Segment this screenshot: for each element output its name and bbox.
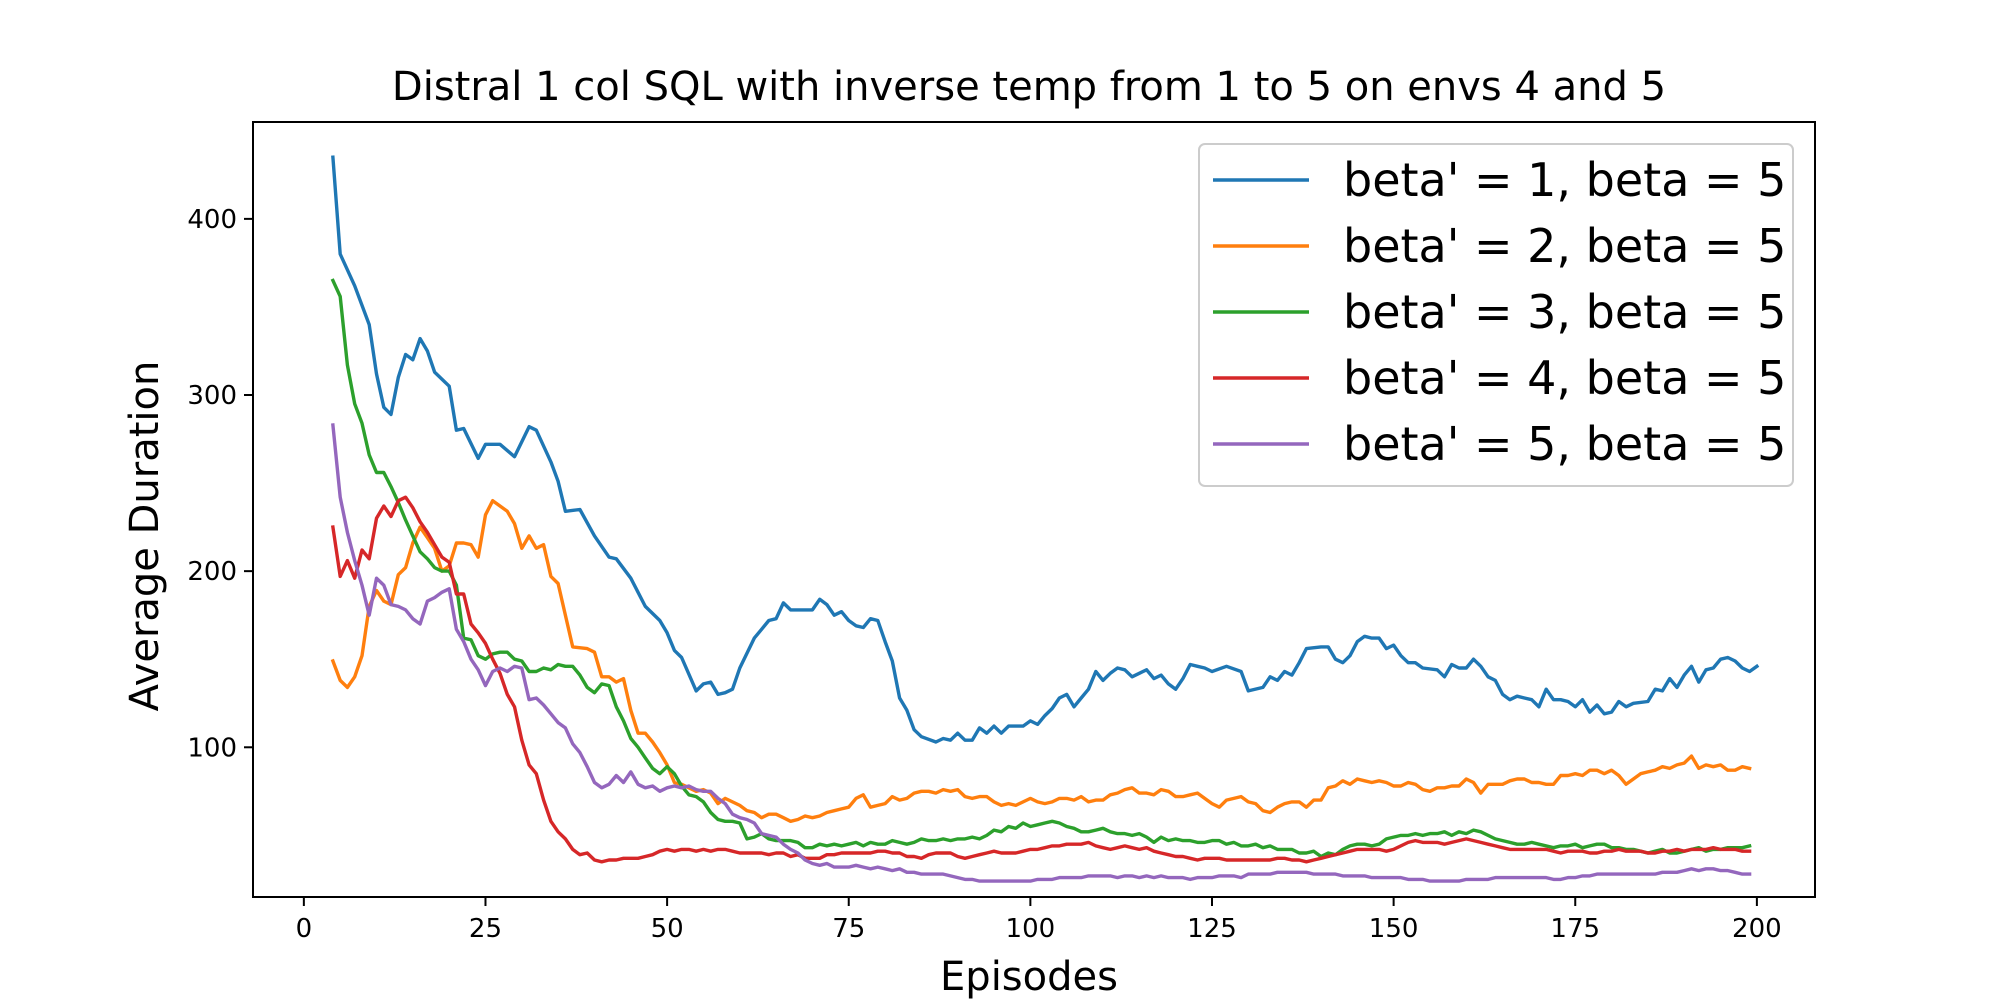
- x-tick-label: 50: [651, 914, 684, 944]
- legend-label-1: beta' = 1, beta = 5: [1343, 153, 1786, 207]
- x-tick-label: 150: [1369, 914, 1419, 944]
- x-tick-label: 0: [296, 914, 313, 944]
- legend-label-3: beta' = 3, beta = 5: [1343, 285, 1786, 339]
- y-tick-label: 400: [187, 205, 237, 235]
- x-tick-label: 125: [1187, 914, 1237, 944]
- x-axis: 0 25 50 75 100 125 150 175 200: [296, 897, 1782, 944]
- legend-label-2: beta' = 2, beta = 5: [1343, 219, 1786, 273]
- series-line-5: [331, 423, 1752, 883]
- y-axis-label: Average Duration: [122, 361, 168, 712]
- chart-title: Distral 1 col SQL with inverse temp from…: [392, 64, 1666, 110]
- y-axis: 100 200 300 400: [187, 205, 253, 763]
- y-tick-label: 300: [187, 381, 237, 411]
- y-tick-label: 100: [187, 733, 237, 763]
- x-axis-label: Episodes: [940, 954, 1118, 1000]
- legend-label-5: beta' = 5, beta = 5: [1343, 417, 1786, 471]
- x-tick-label: 25: [469, 914, 502, 944]
- series-line-4: [330, 495, 1752, 864]
- series-line-1: [331, 155, 1760, 744]
- x-tick-label: 75: [832, 914, 865, 944]
- series-line-3: [330, 278, 1752, 859]
- legend-label-4: beta' = 4, beta = 5: [1343, 351, 1786, 405]
- plot-frame: [252, 121, 1816, 898]
- legend-frame: [1198, 143, 1794, 487]
- y-tick-label: 200: [187, 557, 237, 587]
- x-tick-label: 200: [1732, 914, 1782, 944]
- legend: beta' = 1, beta = 5 beta' = 2, beta = 5 be…: [1198, 143, 1794, 487]
- series-line-2: [330, 499, 1752, 823]
- series-layer: [330, 155, 1760, 883]
- x-tick-label: 175: [1550, 914, 1600, 944]
- x-tick-label: 100: [1006, 914, 1056, 944]
